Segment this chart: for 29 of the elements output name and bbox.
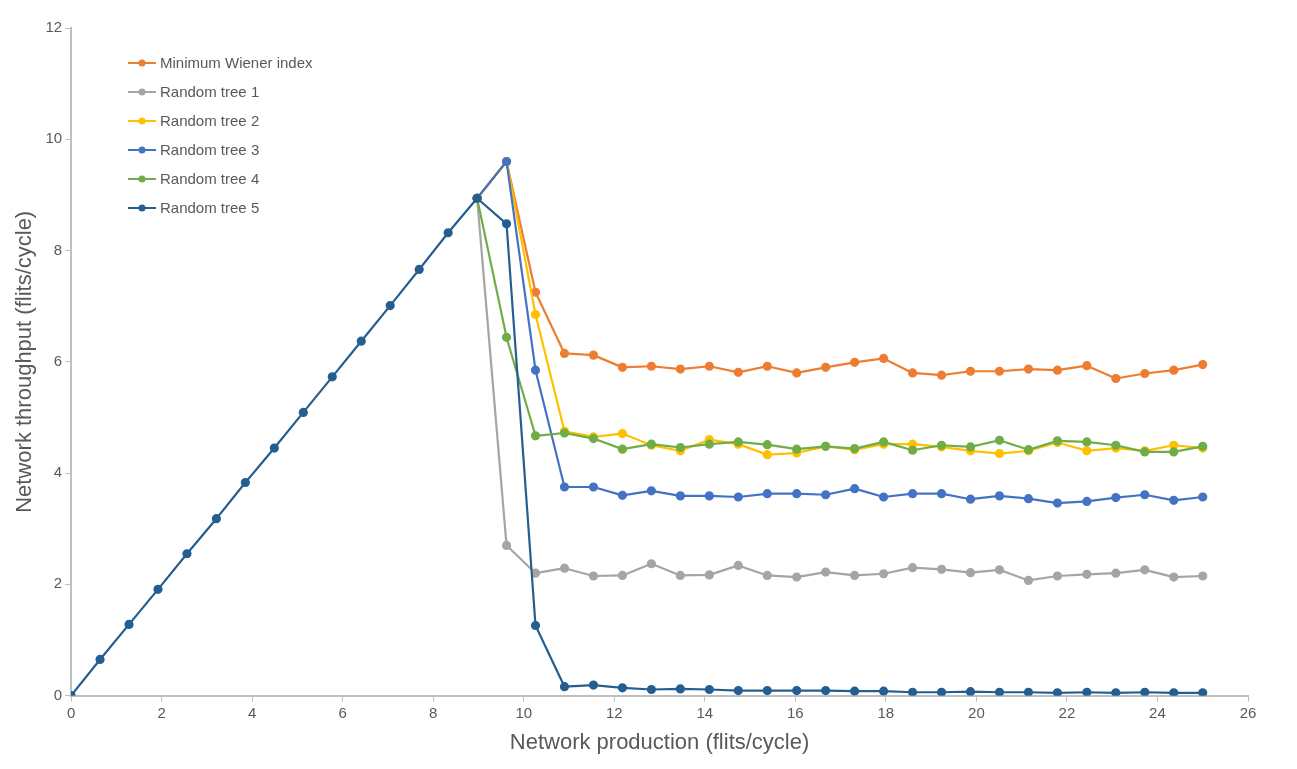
x-tick-label: 12 [605,703,623,721]
x-tick-label: 14 [696,703,714,721]
y-tick-label: 0 [53,685,63,703]
x-tick-label: 6 [338,703,347,721]
legend-label: Random tree 3 [160,141,260,158]
y-tick-label: 2 [53,574,63,592]
legend-label: Random tree 1 [160,83,260,100]
y-tick-label: 12 [45,18,63,36]
x-tick-label: 18 [877,703,895,721]
legend-label: Minimum Wiener index [160,54,313,71]
y-tick-label: 8 [53,240,63,258]
y-tick-label: 10 [45,129,63,147]
x-tick-label: 4 [247,703,257,721]
x-axis-title: Network production (flits/cycle) [509,728,810,754]
x-tick-label: 16 [787,703,804,721]
x-tick-label: 26 [1239,703,1257,721]
x-tick-label: 2 [157,703,166,721]
x-tick-label: 22 [1058,703,1076,721]
legend-label: Random tree 5 [160,199,260,216]
y-tick-label: 6 [53,351,63,369]
x-tick-label: 0 [66,703,76,721]
x-tick-label: 8 [429,703,438,721]
legend-label: Random tree 2 [160,112,260,129]
legend-label: Random tree 4 [160,170,260,187]
y-axis-title: Network throughput (flits/cycle) [11,210,37,513]
y-tick-label: 4 [53,463,63,481]
x-tick-label: 24 [1149,703,1166,721]
x-tick-label: 20 [968,703,985,721]
x-tick-label: 10 [515,703,533,721]
